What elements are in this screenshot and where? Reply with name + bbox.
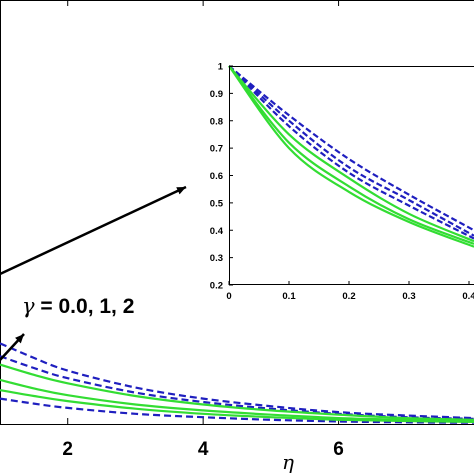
inset-x-tick-label-0.4: 0.4: [462, 291, 474, 302]
inset-x-tick-label-0.1: 0.1: [282, 291, 296, 302]
gamma-annotation: γ = 0.0, 1, 2: [22, 294, 134, 318]
main-x-tick-label-6: 6: [333, 439, 344, 460]
inset-dashed-line-1: [228, 65, 474, 232]
inset-solid-line-5: [228, 65, 474, 245]
inset-x-tick-label-0.2: 0.2: [342, 291, 355, 302]
inset-y-tick-label-0.7: 0.7: [210, 144, 223, 155]
main-solid-line-4: [0, 363, 474, 421]
main-x-tick-labels: 2 4 6: [62, 439, 343, 460]
inset-y-tick-label-0.2: 0.2: [210, 281, 223, 292]
main-x-ticks: [67, 0, 340, 424]
gamma-values: = 0.0, 1, 2: [35, 295, 135, 318]
inset-y-tick-label-0.3: 0.3: [210, 253, 223, 264]
main-axes: [0, 0, 474, 425]
inset-y-tick-label-0.9: 0.9: [210, 89, 223, 100]
inset-y-tick-label-0.4: 0.4: [210, 226, 224, 237]
main-dashed-line-1: [0, 342, 474, 420]
gamma-symbol: γ: [22, 294, 35, 318]
main-x-axis-label: η: [282, 450, 294, 474]
inset-dashed-line-2: [228, 65, 474, 237]
inset-x-tick-label-0.3: 0.3: [402, 291, 415, 302]
inset-series: [228, 65, 474, 248]
inset-y-tick-label-1: 1: [218, 62, 224, 73]
inset-tick-labels: 0 0.1 0.2 0.3 0.4 0.2 0.3 0.4 0.5 0.6 0.7 0.8 0.9 1: [210, 62, 474, 303]
main-x-tick-label-4: 4: [198, 439, 209, 460]
inset-y-tick-label-0.6: 0.6: [210, 171, 223, 182]
inset-ticks: [228, 65, 470, 286]
inset-solid-line-4: [228, 65, 474, 243]
main-dashed-line-2: [0, 355, 474, 420]
inset-y-tick-label-0.8: 0.8: [210, 116, 223, 127]
main-solid-line-5: [0, 378, 474, 423]
inset-y-tick-label-0.5: 0.5: [210, 198, 224, 209]
arrow-to-inset: [0, 185, 187, 276]
inset-x-tick-label-0: 0: [226, 291, 231, 302]
main-x-tick-label-2: 2: [62, 439, 73, 460]
main-solid-line-6: [0, 389, 474, 423]
arrow-gamma: [0, 333, 25, 361]
inset-plot: 0 0.1 0.2 0.3 0.4 0.2 0.3 0.4 0.5 0.6 0.7 0.8 0.9 1: [210, 62, 474, 303]
inset-solid-line-6: [228, 65, 474, 248]
main-dashed-line-3: [0, 397, 474, 424]
main-series: [0, 342, 474, 424]
